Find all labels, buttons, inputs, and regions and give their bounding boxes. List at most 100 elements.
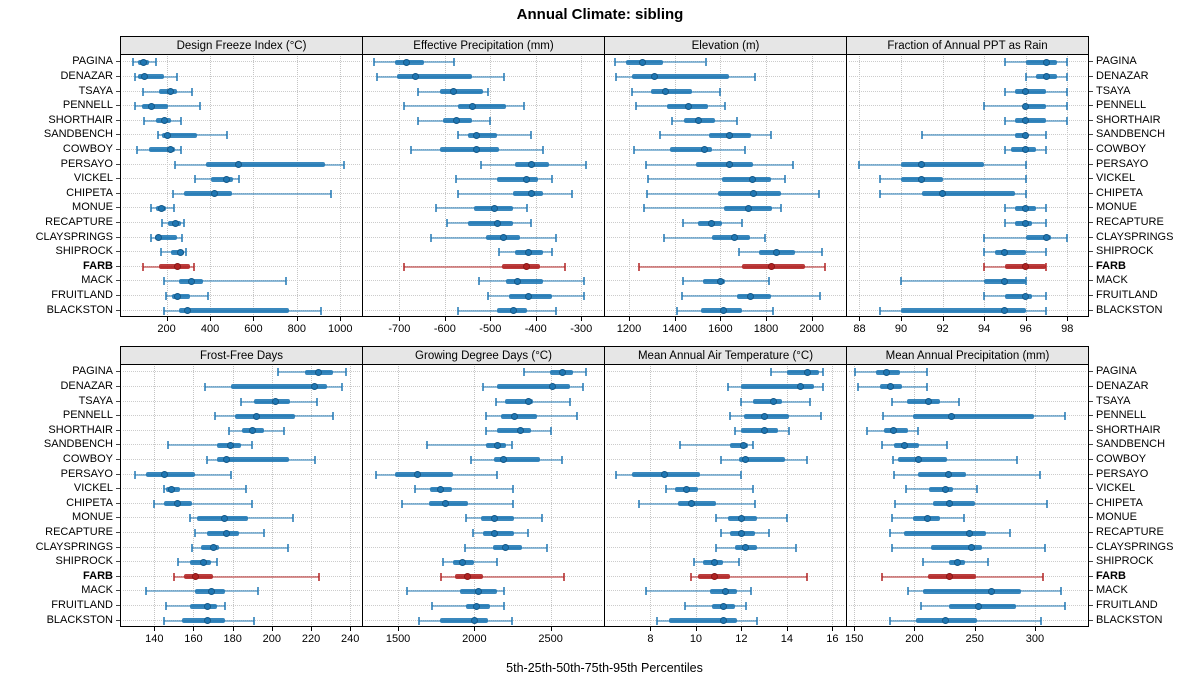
x-axis-tick-label: 1200	[616, 323, 642, 335]
whisker-cap-5	[719, 529, 722, 538]
x-axis-tick-label: 16	[826, 633, 839, 645]
median-dot	[1022, 204, 1030, 212]
gridline-horizontal	[849, 444, 1086, 446]
iqr-bar-25-75	[149, 147, 176, 153]
whisker-cap-5	[498, 248, 501, 257]
whisker-cap-95	[767, 529, 770, 538]
iqr-bar-25-75	[786, 369, 819, 375]
row-tick-left	[116, 265, 120, 267]
gridline-horizontal	[607, 90, 844, 92]
median-dot	[491, 529, 499, 537]
panel-mean-annual-air-temperature-c	[604, 364, 847, 627]
median-dot	[687, 500, 695, 508]
panel-strip-title: Growing Degree Days (°C)	[415, 349, 552, 362]
iqr-bar-25-75	[506, 278, 543, 284]
panel-strip-design-freeze-index-c: Design Freeze Index (°C)	[120, 36, 363, 55]
whisker-cap-5	[880, 572, 883, 581]
median-dot	[742, 456, 750, 464]
whisker-5-95	[135, 105, 201, 108]
median-dot	[524, 398, 532, 406]
whisker-cap-5	[141, 87, 144, 96]
whisker-5-95	[901, 280, 1026, 283]
station-label-left-vickel: VICKEL	[73, 172, 113, 185]
whisker-cap-5	[1003, 145, 1006, 154]
station-label-right-pennell: PENNELL	[1096, 99, 1147, 112]
whisker-cap-95	[216, 558, 218, 567]
x-axis-tick-label: 160	[184, 633, 203, 645]
gridline-vertical	[398, 366, 400, 625]
station-label-left-chipeta: CHIPETA	[66, 186, 113, 199]
iqr-bar-25-75	[650, 89, 692, 95]
median-dot	[500, 234, 508, 242]
x-axis-tick	[1034, 627, 1036, 631]
gridline-vertical	[766, 56, 768, 315]
iqr-bar-25-75	[1025, 103, 1047, 109]
whisker-cap-5	[638, 262, 641, 271]
whisker-cap-95	[1066, 102, 1069, 111]
row-tick-left	[116, 473, 120, 475]
whisker-cap-95	[549, 426, 552, 435]
whisker-cap-95	[526, 529, 529, 538]
whisker-cap-5	[645, 160, 648, 169]
whisker-cap-5	[642, 204, 645, 213]
iqr-bar-25-75	[741, 428, 778, 434]
median-dot	[1022, 117, 1030, 125]
x-axis-tick	[1025, 317, 1027, 321]
whisker-cap-5	[854, 368, 857, 377]
panel-strip-elevation-m: Elevation (m)	[604, 36, 847, 55]
x-axis-tick	[1067, 317, 1069, 321]
gridline-horizontal	[123, 90, 360, 92]
whisker-cap-95	[1064, 602, 1067, 611]
whisker-cap-95	[502, 72, 505, 81]
whisker-cap-5	[402, 262, 405, 271]
gridline-vertical	[581, 56, 583, 315]
whisker-cap-95	[317, 572, 320, 581]
whisker-cap-95	[806, 572, 809, 581]
station-label-right-persayo: PERSAYO	[1096, 157, 1149, 170]
station-label-left-chipeta: CHIPETA	[66, 496, 113, 509]
iqr-bar-25-75	[181, 618, 225, 624]
median-dot	[1001, 248, 1009, 256]
gridline-horizontal	[123, 134, 360, 136]
whisker-cap-95	[794, 543, 797, 552]
iqr-bar-25-75	[162, 132, 197, 138]
median-dot	[740, 441, 748, 449]
median-dot	[742, 544, 750, 552]
whisker-cap-5	[632, 145, 635, 154]
median-dot	[942, 617, 950, 625]
iqr-bar-25-75	[397, 74, 473, 80]
median-dot	[160, 117, 168, 125]
whisker-cap-5	[446, 219, 449, 228]
median-dot	[173, 263, 181, 271]
gridline-horizontal	[123, 105, 360, 107]
gridline-horizontal	[365, 429, 602, 431]
iqr-bar-25-75	[932, 501, 975, 507]
median-dot	[441, 500, 449, 508]
whisker-5-95	[645, 590, 751, 593]
row-tick-right	[1089, 400, 1093, 402]
whisker-cap-95	[199, 102, 202, 111]
iqr-bar-25-75	[205, 162, 326, 168]
row-tick-left	[116, 619, 120, 621]
whisker-5-95	[403, 265, 566, 268]
iqr-bar-25-75	[211, 176, 233, 182]
median-dot	[883, 368, 891, 376]
whisker-cap-5	[919, 602, 922, 611]
iqr-bar-25-75	[1004, 293, 1032, 299]
whisker-cap-95	[788, 426, 791, 435]
x-axis-tick-label: 180	[223, 633, 242, 645]
median-dot	[1022, 131, 1030, 139]
panel-strip-title: Fraction of Annual PPT as Rain	[887, 39, 1048, 52]
station-label-right-cowboy: COWBOY	[1096, 142, 1147, 155]
whisker-cap-95	[1045, 262, 1048, 271]
station-label-right-farb: FARB	[1096, 569, 1126, 582]
whisker-cap-5	[890, 514, 893, 523]
whisker-cap-5	[879, 306, 882, 315]
gridline-horizontal	[365, 295, 602, 297]
gridline-horizontal	[849, 90, 1086, 92]
iqr-bar-25-75	[921, 191, 1016, 197]
whisker-cap-95	[719, 87, 722, 96]
x-axis-tick-label: 14	[780, 633, 793, 645]
whisker-cap-95	[251, 441, 254, 450]
station-label-left-vickel: VICKEL	[73, 482, 113, 495]
